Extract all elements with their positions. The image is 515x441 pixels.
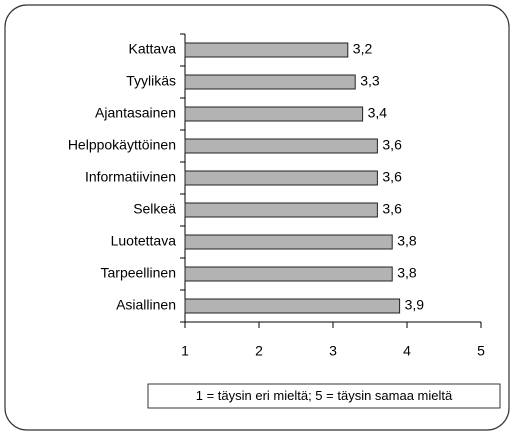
bar — [184, 138, 378, 154]
x-tick-label: 1 — [181, 343, 189, 359]
value-label: 3,9 — [405, 297, 425, 313]
x-tick-label: 3 — [329, 343, 337, 359]
y-tick-label: Ajantasainen — [95, 105, 176, 121]
y-tick-label: Luotettava — [111, 233, 177, 249]
value-label: 3,8 — [397, 265, 417, 281]
bar — [184, 202, 378, 218]
annotation-box — [147, 383, 501, 409]
bar — [184, 42, 349, 58]
value-label: 3,8 — [397, 233, 417, 249]
y-tick-label: Informatiivinen — [85, 169, 176, 185]
bar — [184, 298, 401, 314]
bar — [184, 74, 356, 90]
value-label: 3,6 — [382, 169, 402, 185]
bar — [184, 106, 364, 122]
x-tick-label: 5 — [477, 343, 485, 359]
y-tick-label: Selkeä — [133, 201, 176, 217]
value-label: 3,3 — [360, 73, 380, 89]
bar — [184, 170, 378, 186]
y-tick-label: Asiallinen — [116, 297, 176, 313]
x-tick-label: 2 — [255, 343, 263, 359]
annotation: 1 = täysin eri mieltä; 5 = täysin samaa … — [196, 388, 453, 403]
bar — [184, 266, 393, 282]
value-label: 3,6 — [382, 137, 402, 153]
y-tick-label: Helppokäyttöinen — [68, 137, 176, 153]
y-tick-label: Kattava — [129, 41, 177, 57]
x-tick-label: 4 — [403, 343, 411, 359]
value-label: 3,4 — [368, 105, 388, 121]
value-label: 3,6 — [382, 201, 402, 217]
value-label: 3,2 — [353, 41, 373, 57]
y-tick-label: Tarpeellinen — [101, 265, 177, 281]
bar — [184, 234, 393, 250]
y-tick-label: Tyylikäs — [126, 73, 176, 89]
